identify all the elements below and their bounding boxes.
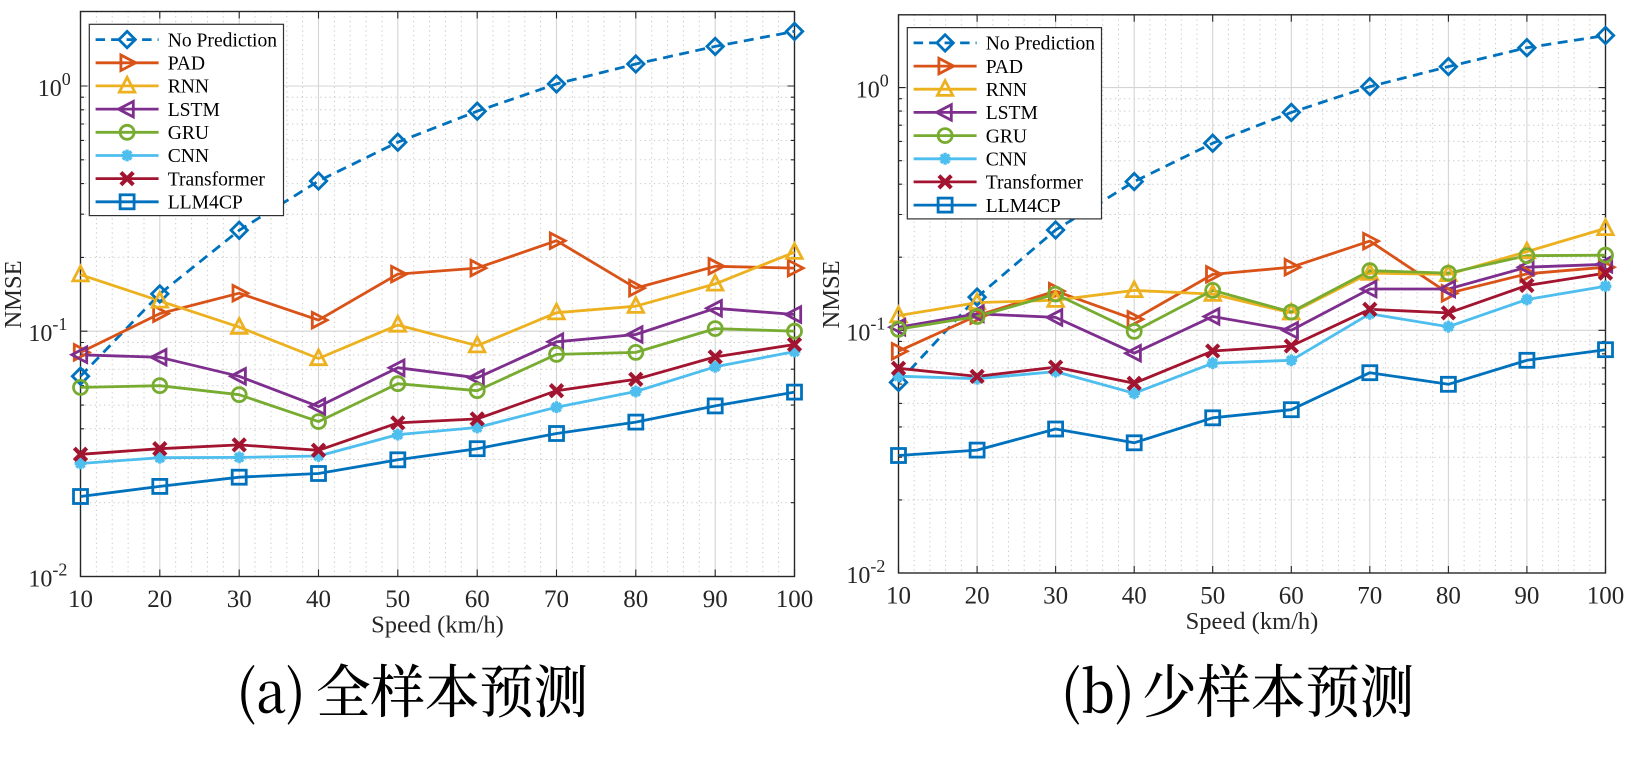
svg-text:PAD: PAD [986, 57, 1023, 78]
svg-text:RNN: RNN [168, 77, 209, 98]
svg-text:LSTM: LSTM [168, 100, 220, 121]
svg-text:CNN: CNN [986, 149, 1027, 170]
svg-text:LSTM: LSTM [986, 103, 1038, 124]
svg-text:40: 40 [1122, 583, 1147, 610]
svg-text:Transformer: Transformer [168, 169, 266, 190]
svg-text:-1: -1 [52, 314, 67, 334]
svg-text:50: 50 [385, 586, 410, 613]
svg-text:No Prediction: No Prediction [168, 30, 278, 51]
svg-text:100: 100 [1587, 583, 1625, 610]
svg-text:40: 40 [306, 586, 331, 613]
svg-text:20: 20 [147, 586, 172, 613]
svg-text:PAD: PAD [168, 54, 205, 75]
svg-text:10: 10 [846, 563, 870, 589]
svg-text:-1: -1 [870, 313, 885, 333]
svg-text:NMSE: NMSE [818, 260, 845, 328]
svg-text:90: 90 [703, 586, 728, 613]
svg-text:50: 50 [1200, 583, 1225, 610]
svg-text:Speed (km/h): Speed (km/h) [1186, 608, 1319, 635]
svg-text:80: 80 [623, 586, 648, 613]
svg-text:No Prediction: No Prediction [986, 34, 1096, 55]
svg-text:70: 70 [1357, 583, 1382, 610]
svg-text:GRU: GRU [168, 123, 209, 144]
svg-text:10: 10 [886, 583, 911, 610]
svg-text:LLM4CP: LLM4CP [168, 193, 243, 214]
svg-text:RNN: RNN [986, 80, 1027, 101]
svg-text:100: 100 [776, 586, 814, 613]
svg-text:LLM4CP: LLM4CP [986, 196, 1061, 217]
svg-text:20: 20 [965, 583, 990, 610]
svg-text:NMSE: NMSE [0, 260, 27, 328]
svg-text:10: 10 [28, 567, 52, 593]
svg-text:Transformer: Transformer [986, 173, 1084, 194]
svg-text:30: 30 [1043, 583, 1068, 610]
svg-text:70: 70 [544, 586, 569, 613]
svg-text:10: 10 [856, 78, 880, 104]
svg-text:0: 0 [880, 71, 889, 91]
svg-text:10: 10 [68, 586, 93, 613]
svg-text:GRU: GRU [986, 126, 1027, 147]
svg-text:Speed (km/h): Speed (km/h) [371, 612, 504, 639]
svg-text:CNN: CNN [168, 146, 209, 167]
svg-text:-2: -2 [52, 560, 67, 580]
svg-text:90: 90 [1514, 583, 1539, 610]
svg-text:80: 80 [1436, 583, 1461, 610]
svg-text:30: 30 [227, 586, 252, 613]
svg-text:0: 0 [62, 69, 71, 89]
svg-text:60: 60 [465, 586, 490, 613]
svg-text:-2: -2 [870, 556, 885, 576]
svg-text:10: 10 [28, 321, 52, 347]
svg-text:10: 10 [38, 76, 62, 102]
svg-text:10: 10 [846, 320, 870, 346]
svg-text:60: 60 [1279, 583, 1304, 610]
